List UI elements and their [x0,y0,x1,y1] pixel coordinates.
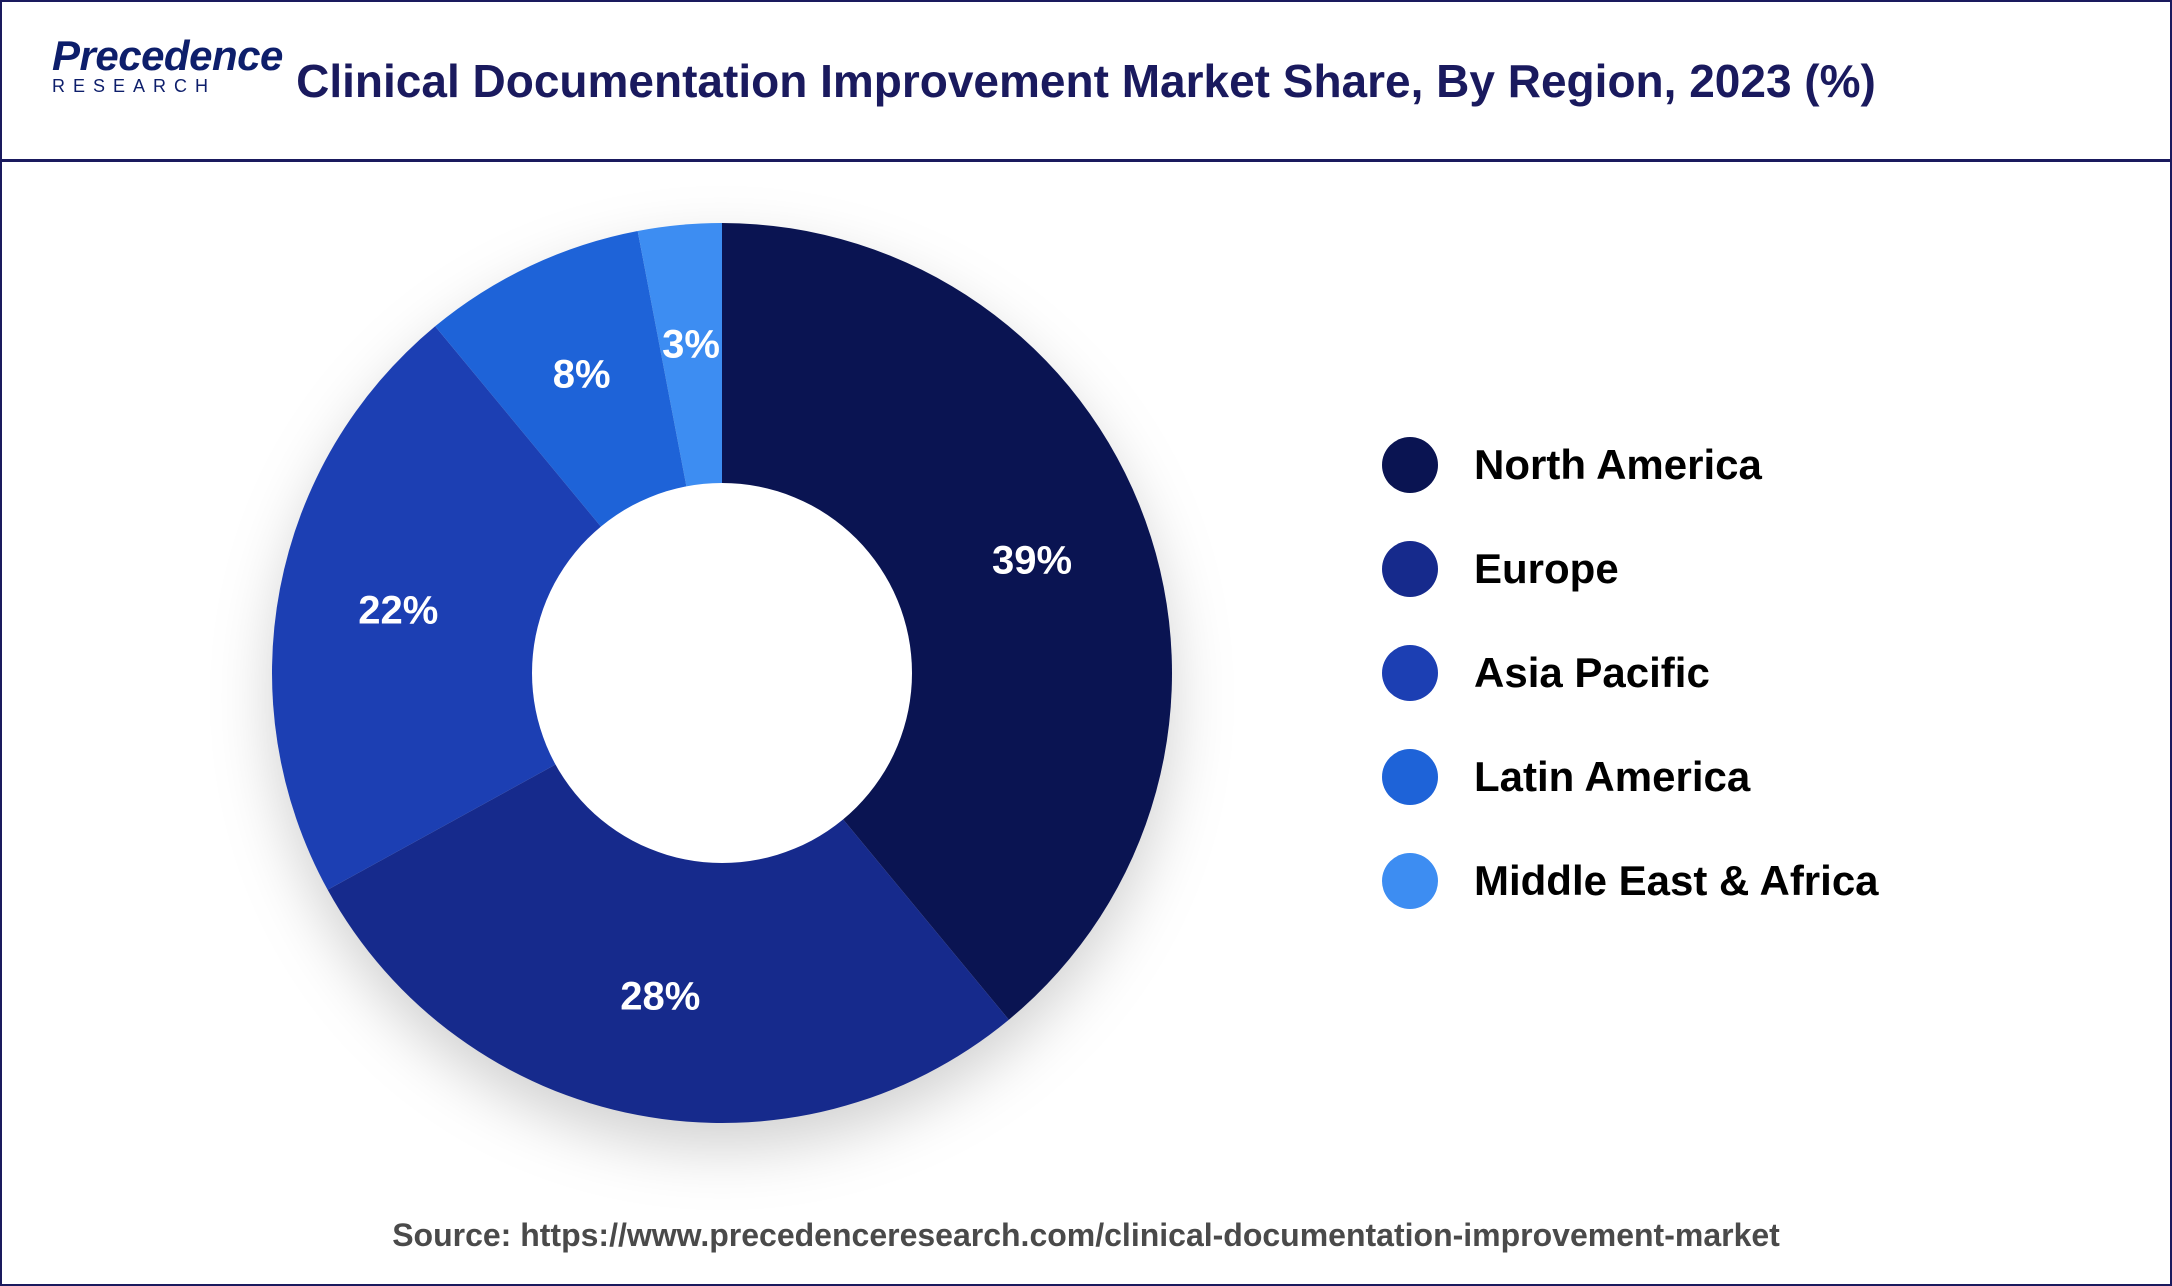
logo-word: recedence [80,32,283,79]
legend-item: Latin America [1382,749,1879,805]
legend-dot [1382,541,1438,597]
legend-item: Europe [1382,541,1879,597]
brand-logo: Precedence RESEARCH [52,32,283,97]
legend-item: Middle East & Africa [1382,853,1879,909]
chart-container: Precedence RESEARCH Clinical Documentati… [0,0,2172,1286]
legend-label: Latin America [1474,753,1750,801]
source-citation: Source: https://www.precedenceresearch.c… [2,1217,2170,1254]
donut-hole [532,483,912,863]
legend-item: Asia Pacific [1382,645,1879,701]
legend: North America Europe Asia Pacific Latin Ame… [1382,437,1879,909]
legend-dot [1382,853,1438,909]
content-area: 39% 28% 22% 8% 3% North America Europe Asia Pa… [2,162,2170,1184]
slice-label: 3% [662,322,720,367]
slice-label: 39% [992,539,1072,584]
header-row: Precedence RESEARCH Clinical Documentati… [2,2,2170,162]
legend-item: North America [1382,437,1879,493]
donut-chart: 39% 28% 22% 8% 3% [272,223,1172,1123]
donut-svg [272,223,1172,1123]
legend-label: Europe [1474,545,1619,593]
legend-label: North America [1474,441,1762,489]
legend-label: Middle East & Africa [1474,857,1879,905]
slice-label: 22% [358,589,438,634]
legend-dot [1382,645,1438,701]
legend-dot [1382,749,1438,805]
logo-main-text: Precedence [52,32,283,80]
slice-label: 8% [553,352,611,397]
legend-dot [1382,437,1438,493]
legend-label: Asia Pacific [1474,649,1710,697]
slice-label: 28% [620,974,700,1019]
chart-title: Clinical Documentation Improvement Marke… [2,54,2170,108]
